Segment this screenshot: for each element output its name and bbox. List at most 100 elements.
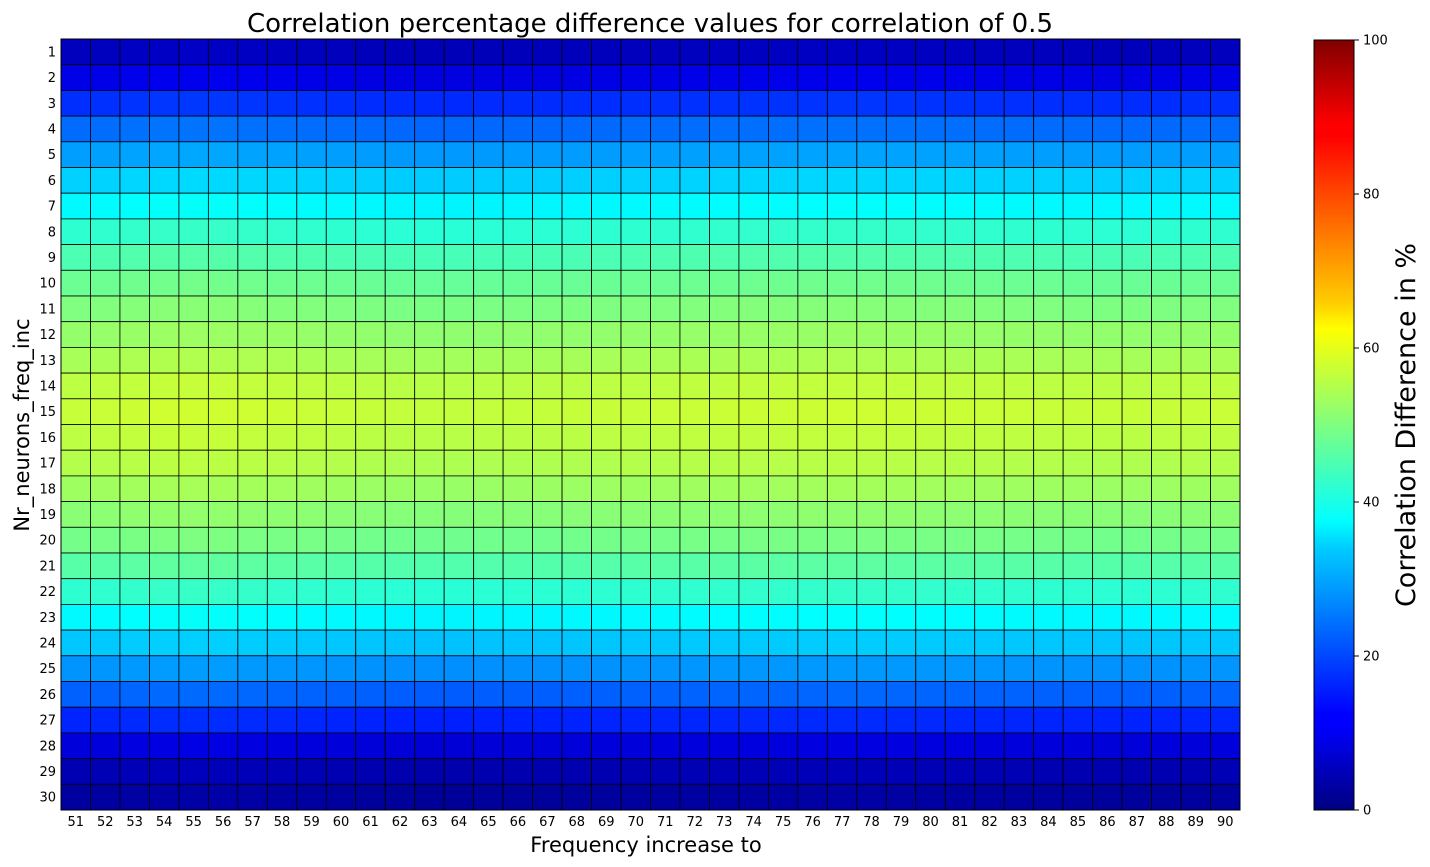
heatmap-cell — [473, 526, 504, 554]
x-tick-label: 76 — [804, 815, 821, 830]
heatmap-cell — [325, 424, 357, 451]
heatmap-cell — [1121, 449, 1152, 477]
heatmap-cell — [1092, 244, 1123, 271]
heatmap-cell — [709, 552, 740, 580]
heatmap-cell — [974, 141, 1005, 168]
heatmap-cell — [1062, 321, 1094, 348]
heatmap-cell — [591, 218, 622, 245]
heatmap-cell — [1210, 732, 1241, 760]
heatmap-cell — [90, 552, 121, 580]
heatmap-cell — [414, 38, 445, 66]
heatmap-cell — [1003, 64, 1035, 91]
x-axis-label: Frequency increase to — [530, 833, 761, 857]
heatmap-cell — [90, 346, 121, 374]
heatmap-cell — [325, 38, 357, 66]
heatmap-cell — [443, 167, 475, 194]
heatmap-cell — [709, 629, 740, 657]
heatmap-cell — [384, 783, 416, 811]
y-tick-label: 18 — [39, 482, 56, 497]
heatmap-cell — [768, 604, 799, 631]
heatmap-cell — [1210, 346, 1241, 374]
heatmap-cell — [384, 321, 416, 348]
heatmap-cell — [738, 783, 769, 811]
heatmap-cell — [325, 604, 357, 631]
heatmap-cell — [207, 732, 239, 760]
heatmap-cell — [325, 783, 357, 811]
heatmap-cell — [679, 90, 710, 117]
heatmap-cell — [60, 64, 91, 91]
heatmap-cell — [709, 475, 740, 502]
heatmap-cell — [885, 192, 917, 220]
heatmap-cell — [90, 424, 121, 451]
heatmap-cell — [296, 167, 327, 194]
heatmap-cell — [1180, 269, 1211, 297]
heatmap-cell — [620, 501, 651, 528]
heatmap-cell — [679, 295, 710, 323]
heatmap-cell — [60, 655, 91, 682]
heatmap-cell — [178, 706, 209, 734]
heatmap-cell — [414, 424, 445, 451]
heatmap-cell — [591, 115, 622, 143]
heatmap-cell — [1033, 475, 1064, 502]
heatmap-cell — [797, 706, 828, 734]
heatmap-cell — [797, 321, 828, 348]
heatmap-cell — [266, 372, 298, 400]
y-axis-label: Nr_neurons_freq_inc — [10, 318, 35, 531]
heatmap-cell — [532, 372, 563, 400]
heatmap-cell — [532, 449, 563, 477]
heatmap-cell — [1151, 141, 1182, 168]
heatmap-cell — [915, 501, 946, 528]
heatmap-cell — [591, 449, 622, 477]
y-tick-label: 10 — [39, 277, 56, 292]
heatmap-cell — [1121, 578, 1152, 605]
heatmap-cell — [266, 758, 298, 785]
heatmap-cell — [1062, 578, 1094, 605]
heatmap-cell — [1092, 424, 1123, 451]
heatmap-cell — [60, 449, 91, 477]
heatmap-cell — [885, 141, 917, 168]
heatmap-cell — [885, 90, 917, 117]
heatmap-cell — [974, 115, 1005, 143]
heatmap-cell — [738, 295, 769, 323]
heatmap-cell — [1121, 244, 1152, 271]
heatmap-cell — [1062, 372, 1094, 400]
heatmap-cell — [738, 501, 769, 528]
heatmap-cell — [797, 783, 828, 811]
heatmap-cell — [561, 218, 592, 245]
heatmap-cell — [944, 115, 976, 143]
heatmap-cell — [237, 115, 268, 143]
heatmap-cell — [237, 501, 268, 528]
heatmap-cell — [915, 346, 946, 374]
heatmap-cell — [207, 90, 239, 117]
heatmap-cell — [974, 552, 1005, 580]
heatmap-cell — [532, 475, 563, 502]
heatmap-cell — [207, 346, 239, 374]
heatmap-cell — [296, 732, 327, 760]
x-tick-label: 59 — [303, 815, 320, 830]
heatmap-cell — [1062, 552, 1094, 580]
heatmap-cell — [768, 475, 799, 502]
heatmap-cell — [149, 758, 180, 785]
heatmap-cell — [60, 346, 91, 374]
heatmap-cell — [591, 167, 622, 194]
heatmap-cell — [502, 526, 534, 554]
heatmap-cell — [650, 783, 681, 811]
heatmap-cell — [1151, 526, 1182, 554]
heatmap-cell — [119, 269, 150, 297]
heatmap-cell — [974, 64, 1005, 91]
heatmap-cell — [797, 604, 828, 631]
y-tick-label: 5 — [48, 148, 56, 163]
heatmap-cell — [1151, 629, 1182, 657]
heatmap-cell — [1003, 732, 1035, 760]
heatmap-cell — [826, 346, 858, 374]
heatmap-cell — [885, 115, 917, 143]
heatmap-cell — [502, 346, 534, 374]
heatmap-cell — [738, 629, 769, 657]
heatmap-cell — [1151, 244, 1182, 271]
heatmap-cell — [826, 758, 858, 785]
heatmap-cell — [591, 295, 622, 323]
heatmap-cell — [1092, 604, 1123, 631]
heatmap-cell — [207, 501, 239, 528]
heatmap-cell — [384, 706, 416, 734]
heatmap-cell — [237, 372, 268, 400]
